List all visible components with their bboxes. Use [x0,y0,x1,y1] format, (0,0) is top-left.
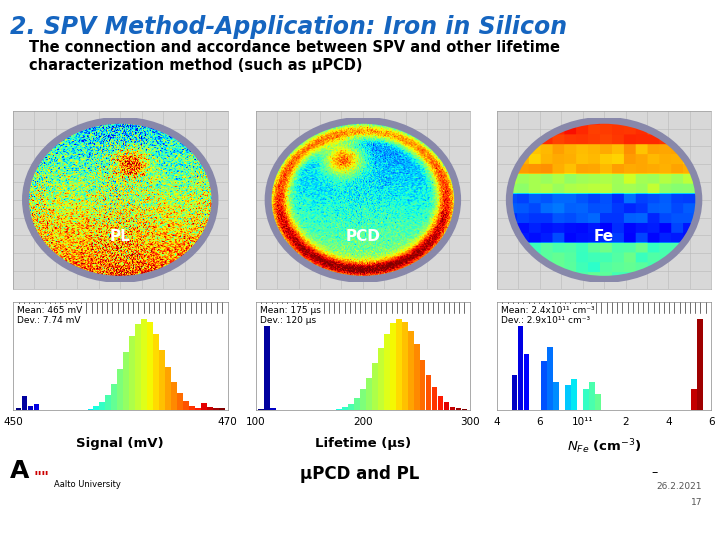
Bar [438,396,444,410]
Bar [159,349,165,410]
Bar [595,394,601,410]
Bar [408,330,413,410]
Text: Mean: 175 μs
Dev.: 120 μs: Mean: 175 μs Dev.: 120 μs [260,306,321,325]
Bar [105,395,111,410]
Bar [523,354,529,410]
Bar [130,336,135,410]
Text: "": "" [33,471,49,486]
Bar [112,384,117,410]
Bar [366,378,372,410]
Bar [34,404,40,410]
Bar [99,402,105,410]
Bar [94,407,99,410]
Bar [336,409,342,410]
Text: PL: PL [110,229,130,244]
Text: characterization method (such as μPCD): characterization method (such as μPCD) [29,58,362,73]
Bar [135,324,141,410]
Text: Aalto University: Aalto University [54,480,121,489]
Text: $N_{Fe}$ (cm$^{-3}$): $N_{Fe}$ (cm$^{-3}$) [567,437,642,456]
Bar [572,380,577,410]
Text: 26.2.2021: 26.2.2021 [657,482,702,491]
Bar [547,347,553,410]
Text: 17: 17 [690,497,702,507]
Bar [360,389,366,410]
Text: 2. SPV Method-Application: Iron in Silicon: 2. SPV Method-Application: Iron in Silic… [10,15,567,39]
Bar [264,319,270,410]
Bar [16,408,22,410]
Bar [372,363,378,410]
Text: 10¹¹: 10¹¹ [572,417,593,427]
Bar [444,402,449,410]
Text: Fe: Fe [594,229,614,244]
Bar [420,360,426,410]
Text: 6: 6 [536,417,543,427]
Bar [426,375,431,410]
Bar [148,322,153,410]
Text: 100: 100 [246,417,266,427]
Text: 450: 450 [3,417,23,427]
Bar [541,361,547,410]
Text: 6: 6 [708,417,715,427]
Text: Lifetime (μs): Lifetime (μs) [315,437,411,450]
Text: 2: 2 [622,417,629,427]
Bar [213,408,219,410]
Bar [462,409,467,410]
Bar [342,407,348,410]
Bar [177,394,183,410]
Bar [354,398,360,410]
Bar [565,385,571,410]
Bar [378,348,384,410]
Bar [28,406,33,410]
Bar [414,345,420,410]
Text: 200: 200 [353,417,373,427]
Bar [432,387,438,410]
Bar [348,403,354,410]
Text: μPCD and PL: μPCD and PL [300,465,420,483]
Text: PCD: PCD [346,229,380,244]
Text: The connection and accordance between SPV and other lifetime: The connection and accordance between SP… [29,40,560,55]
Text: 4: 4 [665,417,672,427]
Bar [183,401,189,410]
Bar [589,382,595,410]
Text: 300: 300 [460,417,480,427]
Bar [554,382,559,410]
Bar [518,326,523,410]
Text: 4: 4 [493,417,500,427]
Text: Mean: 465 mV
Dev.: 7.74 mV: Mean: 465 mV Dev.: 7.74 mV [17,306,83,325]
Bar [450,407,455,410]
Text: Mean: 2.4x10¹¹ cm⁻³
Dev.: 2.9x10¹¹ cm⁻³: Mean: 2.4x10¹¹ cm⁻³ Dev.: 2.9x10¹¹ cm⁻³ [501,306,595,325]
Text: Signal (mV): Signal (mV) [76,437,164,450]
Bar [153,334,159,410]
Bar [271,408,276,410]
Bar [123,353,129,410]
Bar [195,408,201,410]
Text: A: A [10,460,30,483]
Bar [165,367,171,410]
Bar [88,409,93,410]
Bar [189,406,195,410]
Bar [219,408,225,410]
Bar [512,375,517,410]
Bar [117,369,123,410]
Bar [396,319,402,410]
Bar [258,409,264,410]
Text: 470: 470 [217,417,238,427]
Bar [691,389,696,410]
Bar [697,319,703,410]
Bar [141,319,147,410]
Bar [201,403,207,410]
Bar [384,334,390,410]
Bar [583,389,589,410]
Bar [207,407,212,410]
Bar [402,322,408,410]
Bar [22,396,27,410]
Bar [390,323,395,410]
Text: –: – [652,467,658,480]
Bar [171,382,177,410]
Bar [456,408,462,410]
